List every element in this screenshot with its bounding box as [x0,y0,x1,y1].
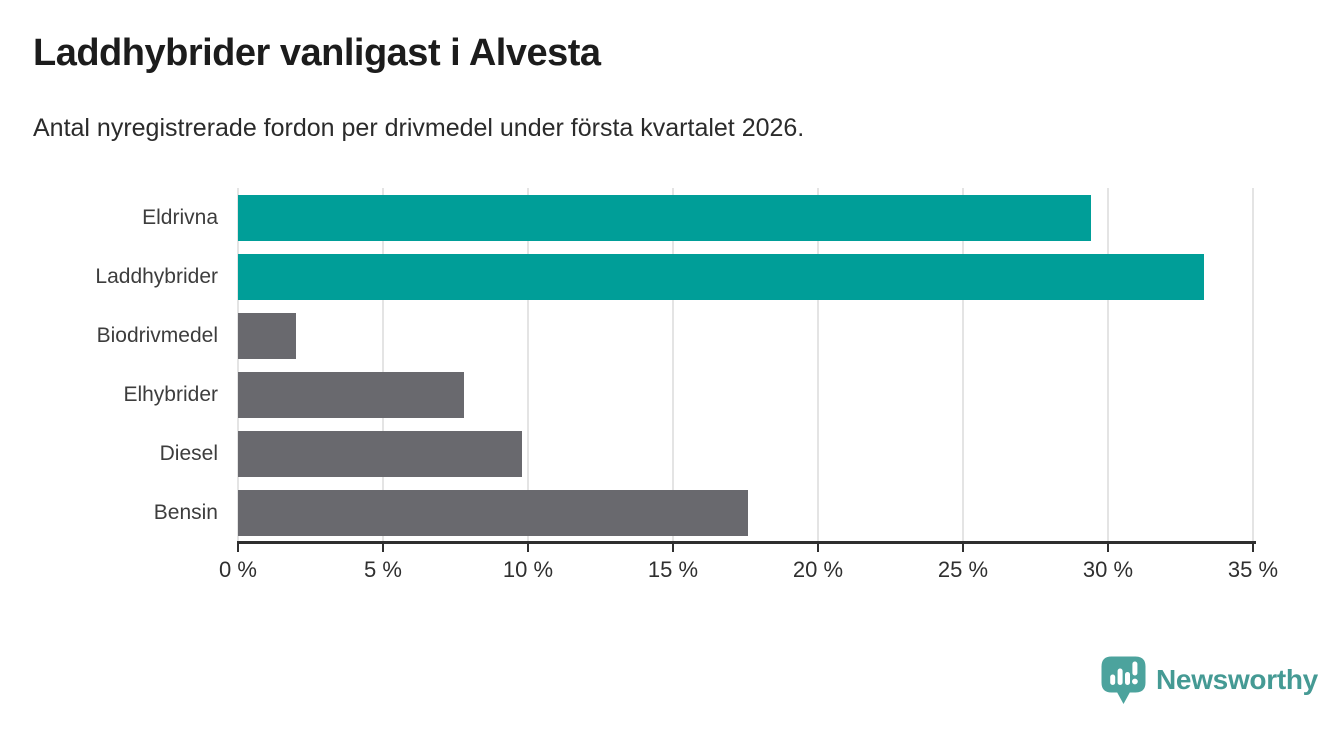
x-axis-tick-label-5: 5 % [364,557,402,582]
gridline-10 [527,188,529,542]
plot-area [237,188,1254,542]
bar-elhybrider [238,372,465,418]
x-axis-line [237,541,1256,544]
logo-bar-mid-icon [1125,671,1130,685]
chart-subtitle: Antal nyregistrerade fordon per drivmede… [33,114,805,142]
x-axis-tick-label-35: 35 % [1227,557,1279,582]
logo-bar-tall-icon [1117,668,1123,685]
bar-diesel [238,431,523,477]
x-axis-tick-35 [1252,541,1254,552]
gridline-5 [382,188,384,542]
logo-bar-small-icon [1110,674,1116,685]
bar-laddhybrider [238,254,1204,300]
bar-biodrivmedel [238,313,296,359]
x-axis-tick-20 [817,541,819,552]
gridline-35 [1252,188,1254,542]
x-axis-tick-label-15: 15 % [647,557,699,582]
category-label-diesel: Diesel [159,442,218,465]
gridline-20 [817,188,819,542]
brand-name: Newsworthy [1156,664,1318,695]
x-axis-tick-label-0: 0 % [219,557,257,582]
x-axis-tick-label-10: 10 % [502,557,554,582]
chart-title: Laddhybrider vanligast i Alvesta [33,32,601,74]
x-axis-tick-30 [1107,541,1109,552]
category-label-biodrivmedel: Biodrivmedel [96,324,218,347]
category-label-eldrivna: Eldrivna [142,206,218,229]
x-axis-tick-15 [672,541,674,552]
logo-exclamation-icon [1132,661,1138,675]
x-axis-tick-label-25: 25 % [937,557,989,582]
gridline-25 [962,188,964,542]
gridline-0 [237,188,239,542]
x-axis-tick-0 [237,541,239,552]
gridline-30 [1107,188,1109,542]
gridline-15 [672,188,674,542]
brand-footer: Newsworthy [1100,653,1318,707]
bar-eldrivna [238,195,1091,241]
x-axis-tick-5 [382,541,384,552]
category-label-bensin: Bensin [153,501,218,524]
x-axis-tick-label-20: 20 % [792,557,844,582]
category-label-elhybrider: Elhybrider [123,383,218,406]
x-axis-tick-10 [527,541,529,552]
x-axis-tick-25 [962,541,964,552]
bar-bensin [238,490,749,536]
newsworthy-pin-icon [1101,656,1146,704]
category-label-laddhybrider: Laddhybrider [95,265,218,288]
x-axis-tick-label-30: 30 % [1082,557,1134,582]
